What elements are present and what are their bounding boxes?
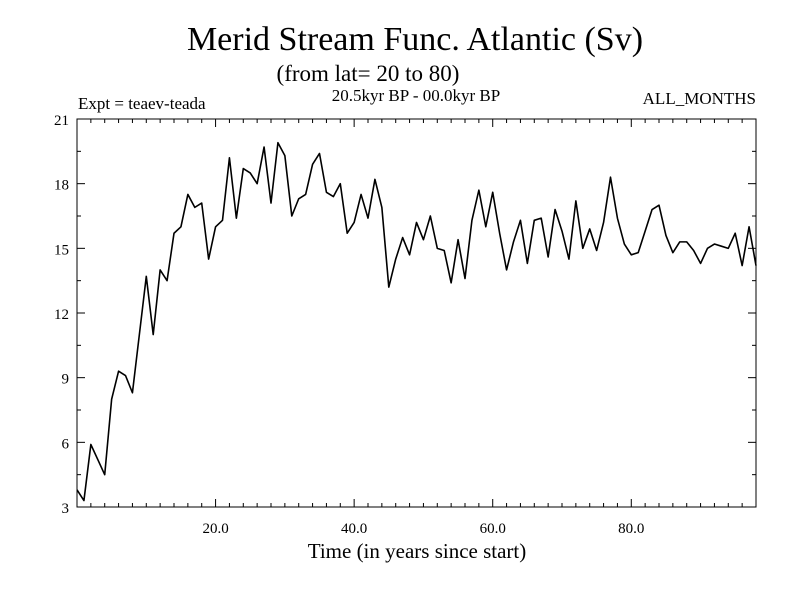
- y-tick-label: 21: [54, 113, 69, 129]
- series-group: [76, 141, 757, 502]
- x-tick-label: 20.0: [202, 521, 228, 537]
- period-label: 20.5kyr BP - 00.0kyr BP: [332, 86, 500, 105]
- axes: 3 6 9 12 15 18 21 20.0 40.0 60.0 80.0: [54, 113, 756, 537]
- y-tick-label: 15: [54, 242, 69, 258]
- series-line: [76, 141, 757, 502]
- chart-title: Merid Stream Func. Atlantic (Sv): [187, 21, 643, 58]
- y-tick-label: 9: [62, 372, 70, 388]
- y-tick-label: 6: [62, 436, 70, 452]
- y-tick-label: 18: [54, 178, 69, 194]
- y-tick-label: 12: [54, 307, 69, 323]
- experiment-label: Expt = teaev-teada: [78, 94, 206, 113]
- chart-subtitle: (from lat= 20 to 80): [277, 61, 460, 86]
- months-label: ALL_MONTHS: [643, 89, 756, 108]
- x-tick-label: 40.0: [341, 521, 367, 537]
- x-tick-label: 60.0: [480, 521, 506, 537]
- x-axis-title: Time (in years since start): [308, 539, 527, 563]
- y-tick-label: 3: [62, 501, 70, 517]
- plot-frame: [76, 118, 757, 508]
- x-tick-label: 80.0: [618, 521, 644, 537]
